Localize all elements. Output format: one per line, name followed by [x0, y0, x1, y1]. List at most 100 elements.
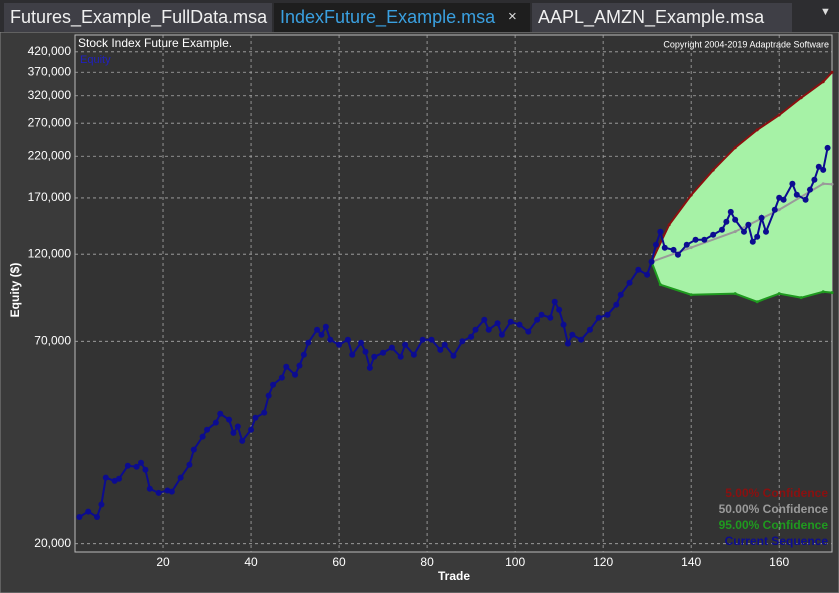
- marker: [586, 326, 593, 333]
- point: [667, 223, 671, 227]
- marker: [314, 326, 321, 333]
- marker: [230, 429, 237, 436]
- marker: [727, 208, 734, 215]
- marker: [371, 353, 378, 360]
- marker: [824, 144, 831, 151]
- marker: [234, 423, 241, 430]
- point: [821, 182, 825, 186]
- point: [658, 283, 662, 287]
- marker: [758, 214, 765, 221]
- y-tick-label: 320,000: [28, 88, 72, 102]
- marker: [358, 339, 365, 346]
- marker: [661, 244, 668, 251]
- marker: [155, 489, 162, 496]
- marker: [754, 233, 761, 240]
- marker: [217, 410, 224, 417]
- point: [733, 292, 737, 296]
- marker: [485, 326, 492, 333]
- chart: Stock Index Future Example. Copyright 20…: [0, 32, 839, 593]
- y-tick-label: 170,000: [28, 190, 72, 204]
- marker: [644, 271, 651, 278]
- point: [689, 193, 693, 197]
- legend-entry: 5.00% Confidence: [725, 486, 828, 500]
- legend-entry: 95.00% Confidence: [719, 518, 829, 532]
- marker: [190, 446, 197, 453]
- point: [799, 296, 803, 300]
- marker: [494, 320, 501, 327]
- close-button[interactable]: ×: [508, 8, 517, 25]
- marker: [692, 236, 699, 243]
- tab-bar: Futures_Example_FullData.msa IndexFuture…: [0, 0, 839, 32]
- marker: [322, 323, 329, 330]
- y-axis-label: Equity ($): [8, 263, 22, 318]
- marker: [397, 353, 404, 360]
- marker: [507, 318, 514, 325]
- marker: [292, 371, 299, 378]
- x-tick-label: 160: [769, 555, 789, 569]
- x-tick-label: 40: [244, 555, 258, 569]
- marker: [701, 236, 708, 243]
- marker: [564, 340, 571, 347]
- marker: [450, 352, 457, 359]
- marker: [380, 349, 387, 356]
- marker: [437, 346, 444, 353]
- marker: [102, 474, 109, 481]
- marker: [569, 331, 576, 338]
- marker: [534, 316, 541, 323]
- marker: [806, 186, 813, 193]
- marker: [336, 341, 343, 348]
- x-tick-label: 20: [156, 555, 170, 569]
- marker: [261, 409, 268, 416]
- marker: [305, 339, 312, 346]
- marker: [749, 238, 756, 245]
- marker: [441, 341, 448, 348]
- marker: [820, 166, 827, 173]
- marker: [815, 163, 822, 170]
- tab-menu[interactable]: ▼: [820, 6, 831, 18]
- tab-active[interactable]: IndexFuture_Example.msa: [274, 3, 530, 32]
- marker: [344, 336, 351, 343]
- x-tick-label: 120: [593, 555, 613, 569]
- point: [777, 208, 781, 212]
- marker: [481, 316, 488, 323]
- marker: [578, 336, 585, 343]
- point: [711, 168, 715, 172]
- tab[interactable]: Futures_Example_FullData.msa: [4, 3, 272, 32]
- marker: [204, 426, 211, 433]
- legend-entry: 50.00% Confidence: [719, 502, 829, 516]
- y-tick-label: 20,000: [34, 536, 71, 550]
- marker: [296, 362, 303, 369]
- marker: [468, 333, 475, 340]
- y-tick-label: 70,000: [34, 333, 71, 347]
- marker: [718, 226, 725, 233]
- point: [755, 300, 759, 304]
- marker: [98, 501, 105, 508]
- marker: [745, 221, 752, 228]
- marker: [780, 196, 787, 203]
- marker: [226, 416, 233, 423]
- x-axis-label: Trade: [438, 569, 470, 583]
- y-tick-label: 420,000: [28, 44, 72, 58]
- marker: [635, 266, 642, 273]
- point: [733, 146, 737, 150]
- marker: [318, 331, 325, 338]
- marker: [459, 338, 466, 345]
- marker: [239, 437, 246, 444]
- marker: [265, 392, 272, 399]
- y-tick-label: 370,000: [28, 64, 72, 78]
- x-tick-label: 80: [420, 555, 434, 569]
- marker: [657, 228, 664, 235]
- point: [755, 128, 759, 132]
- marker: [538, 311, 545, 318]
- marker: [212, 419, 219, 426]
- tab[interactable]: AAPL_AMZN_Example.msa: [532, 3, 792, 32]
- marker: [626, 279, 633, 286]
- marker: [723, 218, 730, 225]
- marker: [613, 301, 620, 308]
- marker: [419, 336, 426, 343]
- point: [733, 230, 737, 234]
- marker: [472, 326, 479, 333]
- marker: [366, 364, 373, 371]
- legend-entry: Current Sequence: [725, 534, 829, 548]
- point: [830, 182, 834, 186]
